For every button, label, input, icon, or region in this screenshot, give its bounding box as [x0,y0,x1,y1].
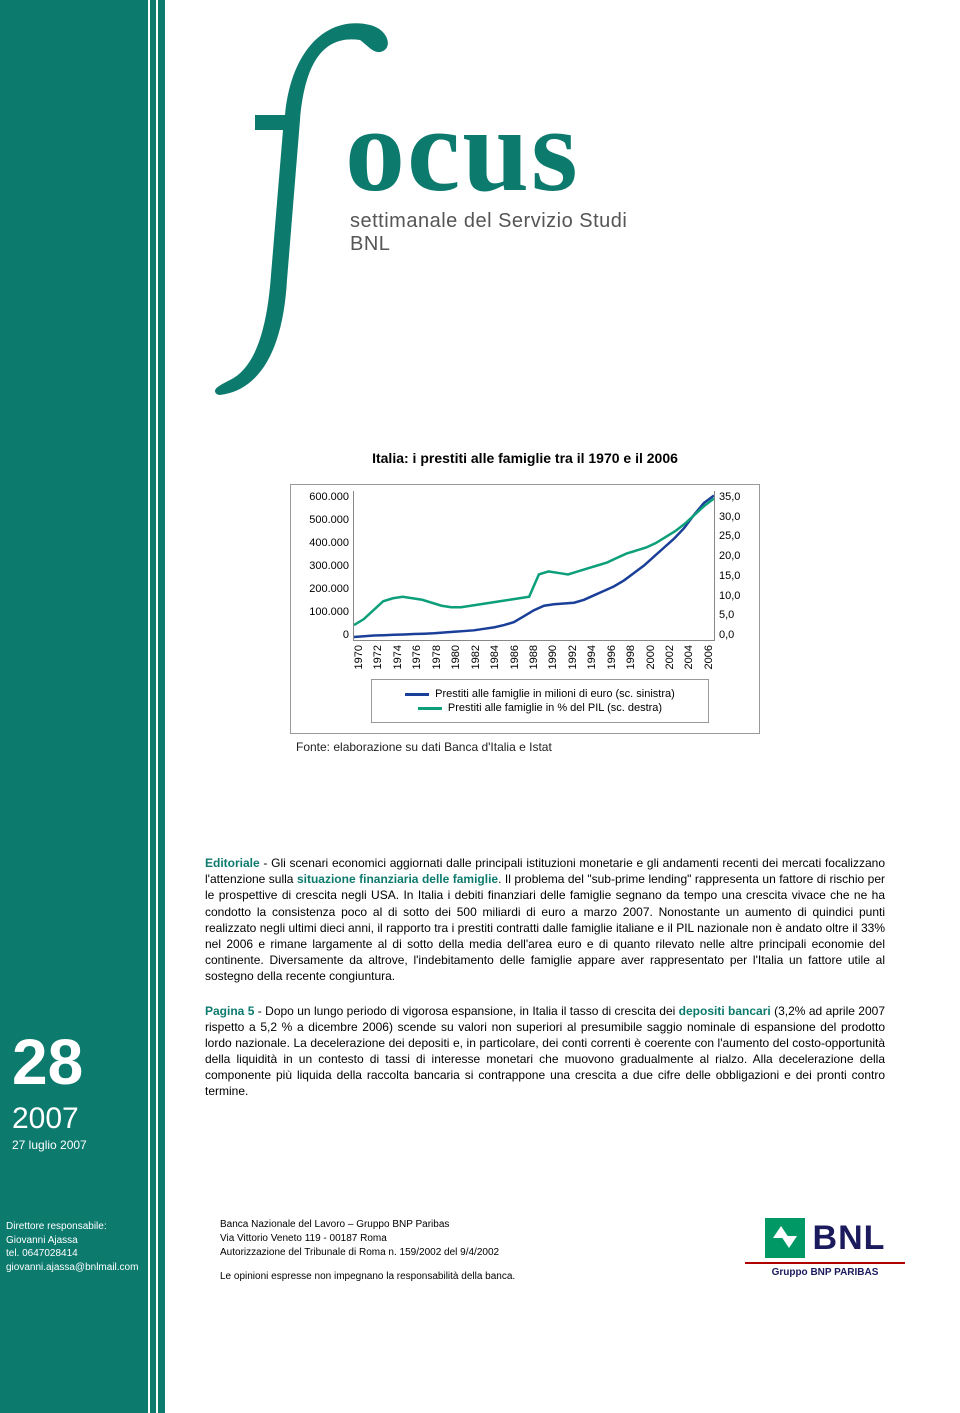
x-tick-label: 1980 [450,645,462,669]
bnl-divider [745,1262,905,1264]
footer-block: Banca Nazionale del Lavoro – Gruppo BNP … [220,1218,515,1284]
chart-svg [354,491,714,640]
y-tick-label: 300.000 [305,560,349,572]
logo-block: ocus settimanale del Servizio Studi BNL [205,30,665,400]
chart-box: 600.000 500.000 400.000 300.000 200.000 100.0… [290,484,760,734]
legend-swatch [418,707,442,710]
chart-legend: Prestiti alle famiglie in milioni di eur… [371,679,709,723]
chart-source: Fonte: elaborazione su dati Banca d'Ital… [296,740,760,754]
legend-item: Prestiti alle famiglie in % del PIL (sc.… [382,702,698,714]
bnl-logo-block: BNL Gruppo BNP PARIBAS [745,1218,905,1278]
director-email: giovanni.ajassa@bnlmail.com [6,1261,138,1275]
y-tick-label: 25,0 [719,530,745,542]
chart-plot [353,491,715,641]
y-tick-label: 20,0 [719,550,745,562]
y-axis-left: 600.000 500.000 400.000 300.000 200.000 100.0… [301,491,353,641]
y-tick-label: 10,0 [719,590,745,602]
x-tick-label: 1986 [509,645,521,669]
y-axis-right: 35,0 30,0 25,0 20,0 15,0 10,0 5,0 0,0 [715,491,749,641]
y-tick-label: 30,0 [719,511,745,523]
issue-number: 28 [12,1030,83,1094]
editorial-highlight: situazione finanziaria delle famiglie [297,872,498,886]
x-tick-label: 2006 [703,645,715,669]
page5-paragraph: Pagina 5 - Dopo un lungo periodo di vigo… [205,1003,885,1100]
x-tick-label: 1992 [567,645,579,669]
y-tick-label: 0 [305,629,349,641]
x-tick-label: 1990 [547,645,559,669]
legend-item: Prestiti alle famiglie in milioni di eur… [382,688,698,700]
logo-subtitle: settimanale del Servizio Studi BNL [350,210,665,256]
footer-line: Autorizzazione del Tribunale di Roma n. … [220,1246,515,1260]
x-tick-label: 1972 [372,645,384,669]
x-tick-label: 2004 [683,645,695,669]
y-tick-label: 200.000 [305,583,349,595]
y-tick-label: 5,0 [719,609,745,621]
y-tick-label: 500.000 [305,514,349,526]
x-tick-label: 1978 [431,645,443,669]
bnl-star-icon [765,1218,805,1258]
x-tick-label: 1984 [489,645,501,669]
chart-container: Italia: i prestiti alle famiglie tra il … [290,450,760,754]
y-tick-label: 400.000 [305,537,349,549]
footer-line: Via Vittorio Veneto 119 - 00187 Roma [220,1232,515,1246]
editorial-text: . Il problema del "sub-prime lending" ra… [205,872,885,983]
x-tick-label: 1974 [392,645,404,669]
page5-label: Pagina 5 [205,1004,254,1018]
sidebar-rail [148,0,150,1413]
editorial-paragraph: Editoriale - Gli scenari economici aggio… [205,855,885,985]
x-tick-label: 1996 [606,645,618,669]
legend-swatch [405,693,429,696]
x-tick-label: 2000 [645,645,657,669]
x-tick-label: 1970 [353,645,365,669]
y-tick-label: 35,0 [719,491,745,503]
y-tick-label: 0,0 [719,629,745,641]
director-title: Direttore responsabile: [6,1220,138,1234]
series-prestiti-milioni [354,495,714,637]
bnl-subtitle: Gruppo BNP PARIBAS [745,1267,905,1278]
x-tick-label: 1988 [528,645,540,669]
y-tick-label: 15,0 [719,570,745,582]
sidebar-rail [156,0,158,1413]
editorial-label: Editoriale [205,856,260,870]
footer-line: Le opinioni espresse non impegnano la re… [220,1270,515,1284]
sidebar-bar [0,0,165,1413]
chart-title: Italia: i prestiti alle famiglie tra il … [290,450,760,466]
series-prestiti-pct-pil [354,498,714,625]
x-tick-label: 1994 [586,645,598,669]
logo-wordmark: ocus [345,90,580,210]
body-text: Editoriale - Gli scenari economici aggio… [205,855,885,1100]
x-axis: 1970 1972 1974 1976 1978 1980 1982 1984 1986 1988… [353,645,715,669]
director-name: Giovanni Ajassa [6,1234,138,1248]
bnl-text: BNL [813,1219,886,1258]
page5-highlight: depositi bancari [679,1004,771,1018]
footer-line: Banca Nazionale del Lavoro – Gruppo BNP … [220,1218,515,1232]
x-tick-label: 1976 [411,645,423,669]
x-tick-label: 1982 [470,645,482,669]
legend-label: Prestiti alle famiglie in milioni di eur… [435,688,675,700]
issue-date: 27 luglio 2007 [12,1138,87,1152]
x-tick-label: 2002 [664,645,676,669]
page5-text: - Dopo un lungo periodo di vigorosa espa… [254,1004,678,1018]
y-tick-label: 100.000 [305,606,349,618]
director-tel: tel. 0647028414 [6,1247,138,1261]
issue-year: 2007 [12,1102,79,1135]
bnl-logo: BNL [745,1218,905,1258]
legend-label: Prestiti alle famiglie in % del PIL (sc.… [448,702,662,714]
y-tick-label: 600.000 [305,491,349,503]
x-tick-label: 1998 [625,645,637,669]
director-block: Direttore responsabile: Giovanni Ajassa … [6,1220,138,1274]
